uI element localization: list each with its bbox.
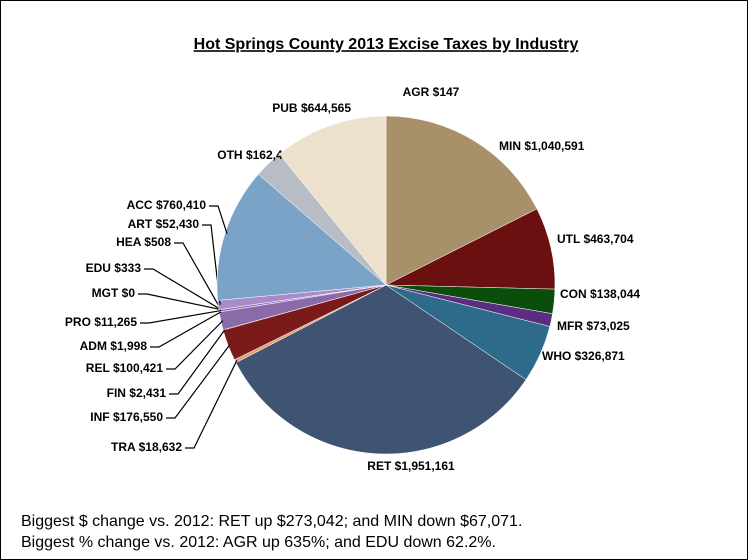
slice-value: $644,565: [301, 101, 351, 115]
slice-value: $1,951,161: [395, 459, 455, 473]
pie-slice: [278, 115, 387, 286]
slice-label: ACC $760,410: [127, 198, 207, 212]
slice-value: $0: [122, 286, 136, 300]
slice-category: REL: [86, 361, 110, 375]
slice-value: $100,421: [113, 361, 163, 375]
slice-label: ADM $1,998: [80, 339, 148, 353]
slice-value: $333: [114, 261, 141, 275]
slice-category: INF: [90, 410, 109, 424]
pie-slice: [222, 284, 387, 361]
slice-category: MIN: [499, 139, 521, 153]
slice-label: MGT $0: [92, 286, 136, 300]
slice-value: $760,410: [156, 198, 206, 212]
slice-label: MIN $1,040,591: [499, 139, 585, 153]
slice-label: CON $138,044: [560, 287, 640, 301]
leader-line: [169, 329, 226, 395]
leader-line: [150, 311, 222, 348]
slice-label: FIN $2,431: [107, 386, 167, 400]
chart-title: Hot Springs County 2013 Excise Taxes by …: [194, 36, 579, 53]
slice-category: PUB: [272, 101, 298, 115]
slice-category: RET: [367, 459, 392, 473]
slice-label: ART $52,430: [128, 217, 200, 231]
slice-label: RET $1,951,161: [367, 459, 455, 473]
pie-slice: [235, 284, 527, 455]
slice-value: $147: [433, 85, 460, 99]
slice-category: ADM: [80, 339, 107, 353]
pie-slice: [385, 115, 538, 286]
slice-value: $2,431: [129, 386, 166, 400]
pie-slice: [216, 173, 387, 301]
leader-line: [140, 309, 222, 324]
leader-line: [185, 360, 238, 449]
slice-value: $1,040,591: [524, 139, 584, 153]
slice-category: OTH: [217, 148, 242, 162]
slice-value: $52,430: [156, 217, 200, 231]
slice-value: $18,632: [139, 440, 183, 454]
slice-value: $326,871: [575, 349, 625, 363]
slice-category: TRA: [111, 440, 136, 454]
slice-label: TRA $18,632: [111, 440, 182, 454]
slice-value: $176,550: [113, 410, 163, 424]
slice-category: MFR: [557, 319, 583, 333]
slice-label: AGR $147: [403, 85, 460, 99]
slice-label: EDU $333: [86, 261, 142, 275]
slice-category: MGT: [92, 286, 119, 300]
leader-line: [174, 242, 222, 310]
slice-category: PRO: [65, 315, 91, 329]
leader-line: [166, 320, 224, 370]
leader-line: [166, 344, 231, 419]
slice-category: WHO: [542, 349, 571, 363]
leader-line: [138, 293, 221, 311]
slice-label: REL $100,421: [86, 361, 164, 375]
slice-label: HEA $508: [116, 235, 171, 249]
slice-value: $508: [144, 235, 171, 249]
slice-label: PUB $644,565: [272, 101, 351, 115]
slice-category: UTL: [557, 232, 580, 246]
slice-label: UTL $463,704: [557, 232, 634, 246]
slice-category: AGR: [403, 85, 430, 99]
slice-category: FIN: [107, 386, 126, 400]
leader-line: [144, 268, 222, 311]
slice-value: $11,265: [94, 315, 137, 329]
slice-label: PRO $11,265: [65, 315, 137, 329]
slice-category: ART: [128, 217, 153, 231]
slice-label: MFR $73,025: [557, 319, 630, 333]
chart: Hot Springs County 2013 Excise Taxes by …: [65, 36, 640, 473]
slice-category: EDU: [86, 261, 111, 275]
slice-value: $463,704: [583, 232, 633, 246]
note: Biggest $ change vs. 2012: RET up $273,0…: [21, 513, 523, 530]
leader-line: [209, 205, 228, 234]
slice-category: ACC: [127, 198, 153, 212]
slice-category: CON: [560, 287, 587, 301]
slice-label: INF $176,550: [90, 410, 163, 424]
slice-category: HEA: [116, 235, 142, 249]
slice-label: WHO $326,871: [542, 349, 625, 363]
slice-value: $1,998: [110, 339, 147, 353]
slice-value: $138,044: [590, 287, 640, 301]
slice-value: $73,025: [586, 319, 630, 333]
note: Biggest % change vs. 2012: AGR up 635%; …: [21, 534, 496, 551]
